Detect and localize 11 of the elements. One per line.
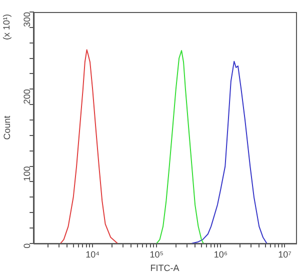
x-tick-label: 10⁴ [86, 249, 100, 260]
y-tick-label: 100 [22, 166, 32, 182]
text: (x 10¹) [2, 14, 12, 40]
y-axis-title: Count [2, 115, 12, 140]
y-tick-label: 0 [22, 243, 32, 248]
y-tick-label: 300 [22, 12, 32, 28]
x-tick-label: 10⁷ [278, 249, 292, 260]
y-tick-label: 200 [22, 89, 32, 104]
x-tick-label: 10⁶ [214, 249, 228, 260]
x-axis-title: FITC-A [150, 263, 180, 274]
x-tick-label: 10⁵ [150, 249, 164, 260]
